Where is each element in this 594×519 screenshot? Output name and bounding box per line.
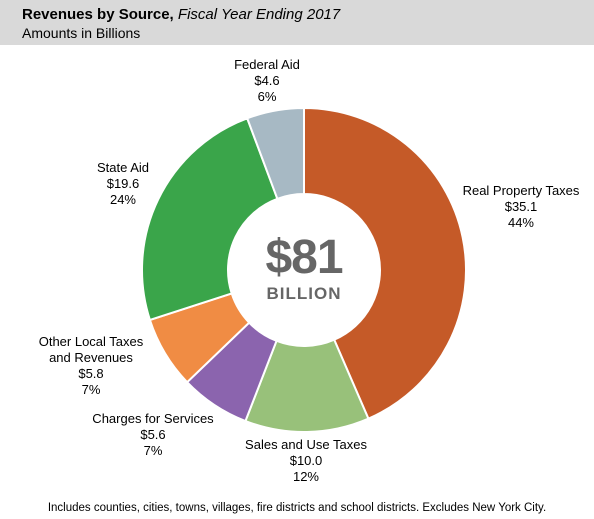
chart-title: Revenues by Source, Fiscal Year Ending 2… [22,6,594,24]
slice-label-percent: 44% [507,215,535,230]
slice-label: Other Local Taxes and Revenues $5.8 7% [39,334,144,398]
center-total-unit: BILLION [266,284,342,303]
slice-label-name: Charges for Services [92,411,214,426]
slice-label: State Aid $19.6 24% [97,160,149,208]
slice-label-amount: $5.8 [78,366,104,381]
chart-subtitle: Amounts in Billions [22,25,141,41]
slice-label: Real Property Taxes $35.1 44% [463,183,580,231]
slice-label-amount: $35.1 [504,199,538,214]
slice-label-percent: 24% [109,192,137,207]
slice-label-name: Federal Aid [234,57,300,72]
chart-header: Revenues by Source, Fiscal Year Ending 2… [0,0,594,45]
slice-label-percent: 6% [257,89,277,104]
slice-label-name: Real Property Taxes [462,183,580,198]
slice-label: Sales and Use Taxes $10.0 12% [245,437,367,485]
chart-title-italic: Fiscal Year Ending 2017 [177,6,341,23]
slice-label-amount: $4.6 [254,73,280,88]
slice-label-amount: $19.6 [106,176,140,191]
slice-label: Federal Aid $4.6 6% [234,57,300,105]
slice-label-name: Sales and Use Taxes [245,437,367,452]
slice-label: Charges for Services $5.6 7% [92,411,213,459]
slice-label-amount: $5.6 [140,427,166,442]
chart-title-bold: Revenues by Source, [22,6,174,23]
slice-label-name: and Revenues [49,350,133,365]
slice-label-name: Other Local Taxes [38,334,144,349]
slice-label-amount: $10.0 [289,453,323,468]
footnote: Includes counties, cities, towns, villag… [47,502,547,514]
slice-label-name: State Aid [96,160,150,175]
slice-label-percent: 7% [81,382,101,397]
donut-hole [228,194,380,346]
slice-label-percent: 12% [292,469,320,484]
center-total-value: $81 [265,231,343,284]
slice-label-percent: 7% [143,443,163,458]
